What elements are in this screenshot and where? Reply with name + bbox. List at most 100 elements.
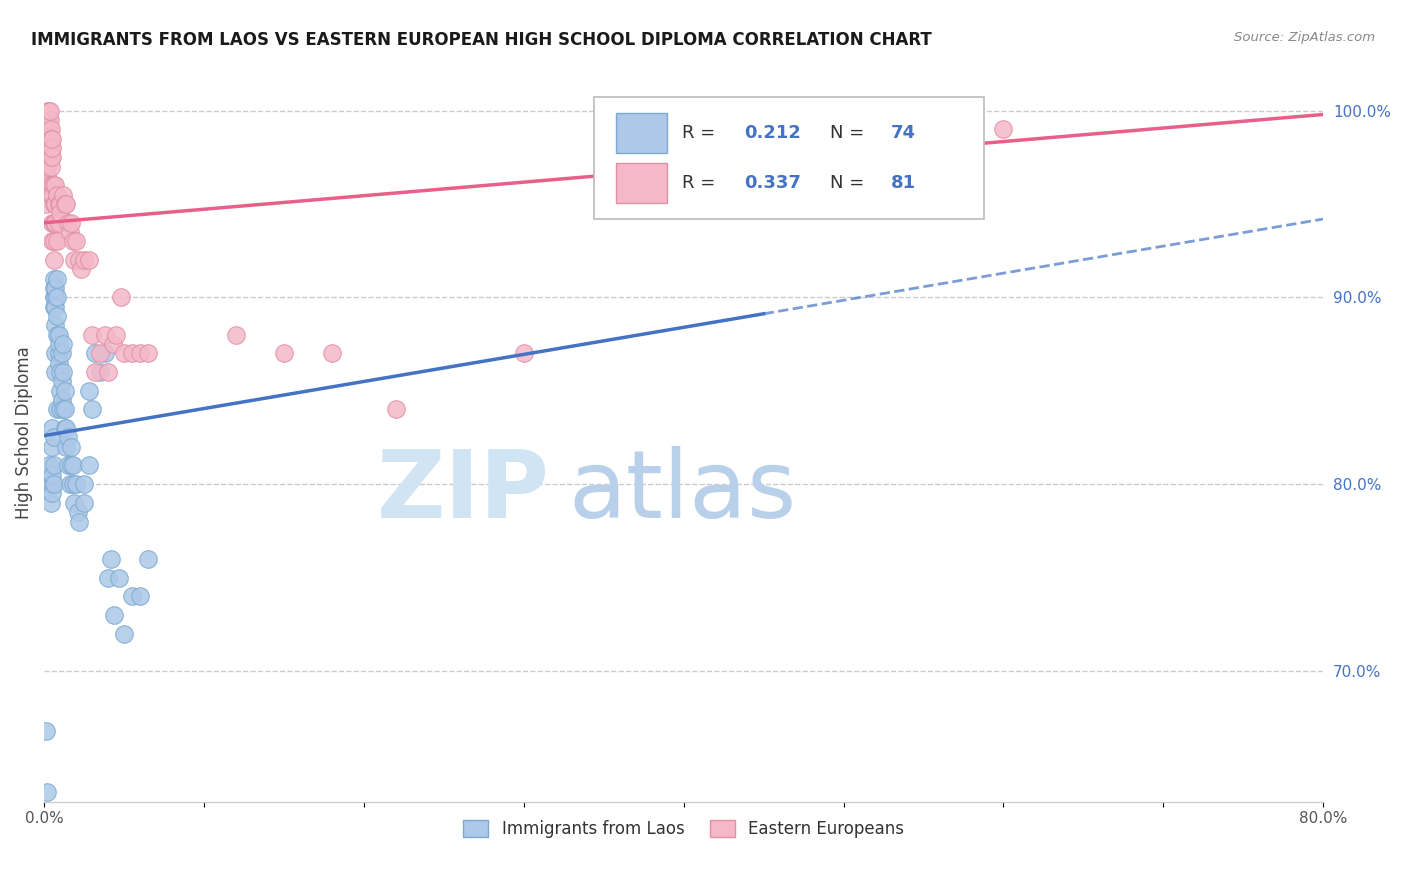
Point (37, 103, 59, 118)
Point (38, 122, 60, 136)
Point (39, 477, 62, 491)
Point (48, 197, 70, 211)
Point (41, 421, 63, 435)
Point (80, 327, 103, 342)
Point (62, 458, 84, 473)
Point (41, 235, 63, 249)
Point (49, 384, 72, 398)
Point (41, 178, 63, 193)
Point (41, 216, 63, 230)
FancyBboxPatch shape (595, 97, 984, 219)
Point (62, 477, 84, 491)
Point (38, 113, 60, 128)
Point (53, 384, 76, 398)
Text: 81: 81 (891, 174, 917, 193)
Point (44, 290, 66, 304)
Point (67, 253, 90, 268)
Point (65, 477, 87, 491)
Text: 0.337: 0.337 (744, 174, 800, 193)
Text: N =: N = (830, 124, 869, 142)
Point (63, 496, 86, 510)
Point (56, 430, 79, 444)
Point (44, 197, 66, 211)
Point (55, 440, 77, 454)
Point (45, 272, 67, 286)
Point (39, 141, 62, 155)
Point (53, 402, 76, 417)
Point (42, 216, 65, 230)
Point (42, 197, 65, 211)
Point (44, 365, 66, 379)
Point (101, 337, 124, 351)
Point (60, 458, 83, 473)
Point (45, 402, 67, 417)
Point (48, 337, 70, 351)
Point (41, 187, 63, 202)
Point (100, 552, 122, 566)
Point (35, 160, 58, 174)
Point (42, 281, 65, 295)
Point (84, 365, 107, 379)
Point (112, 626, 135, 640)
Point (52, 402, 75, 417)
Point (37, 160, 59, 174)
Point (49, 365, 72, 379)
Point (41, 467, 63, 482)
Bar (616, 113, 666, 153)
Point (49, 197, 72, 211)
Point (37, 103, 59, 118)
Point (56, 216, 79, 230)
Point (73, 477, 96, 491)
Point (55, 421, 77, 435)
Point (37, 113, 59, 128)
Point (39, 122, 62, 136)
Point (44, 216, 66, 230)
Point (39, 187, 62, 202)
Point (41, 141, 63, 155)
Point (51, 393, 73, 408)
Point (94, 346, 117, 360)
Point (44, 300, 66, 314)
Point (39, 132, 62, 146)
Point (42, 290, 65, 304)
Point (59, 225, 82, 239)
Point (60, 216, 83, 230)
Text: R =: R = (682, 124, 721, 142)
Text: R =: R = (682, 174, 721, 193)
Point (38, 477, 60, 491)
Point (89, 346, 111, 360)
Point (53, 421, 76, 435)
Point (44, 216, 66, 230)
Point (44, 318, 66, 333)
Point (44, 281, 66, 295)
Point (73, 496, 96, 510)
Point (44, 197, 66, 211)
Point (89, 365, 111, 379)
Point (121, 589, 143, 603)
Point (38, 132, 60, 146)
Point (110, 290, 132, 304)
Point (121, 346, 143, 360)
Point (67, 515, 90, 529)
Point (35, 723, 58, 738)
Point (80, 402, 103, 417)
Point (59, 477, 82, 491)
Point (51, 346, 73, 360)
Point (225, 327, 247, 342)
Point (45, 290, 67, 304)
Point (993, 122, 1015, 136)
Bar (616, 163, 666, 203)
Point (77, 384, 100, 398)
Point (42, 253, 65, 268)
Point (41, 132, 63, 146)
Point (129, 346, 152, 360)
Point (77, 458, 100, 473)
Point (66, 505, 89, 519)
Point (39, 496, 62, 510)
Point (35, 178, 58, 193)
Point (94, 327, 117, 342)
Point (63, 253, 86, 268)
Point (39, 150, 62, 164)
Text: N =: N = (830, 174, 869, 193)
Point (42, 272, 65, 286)
